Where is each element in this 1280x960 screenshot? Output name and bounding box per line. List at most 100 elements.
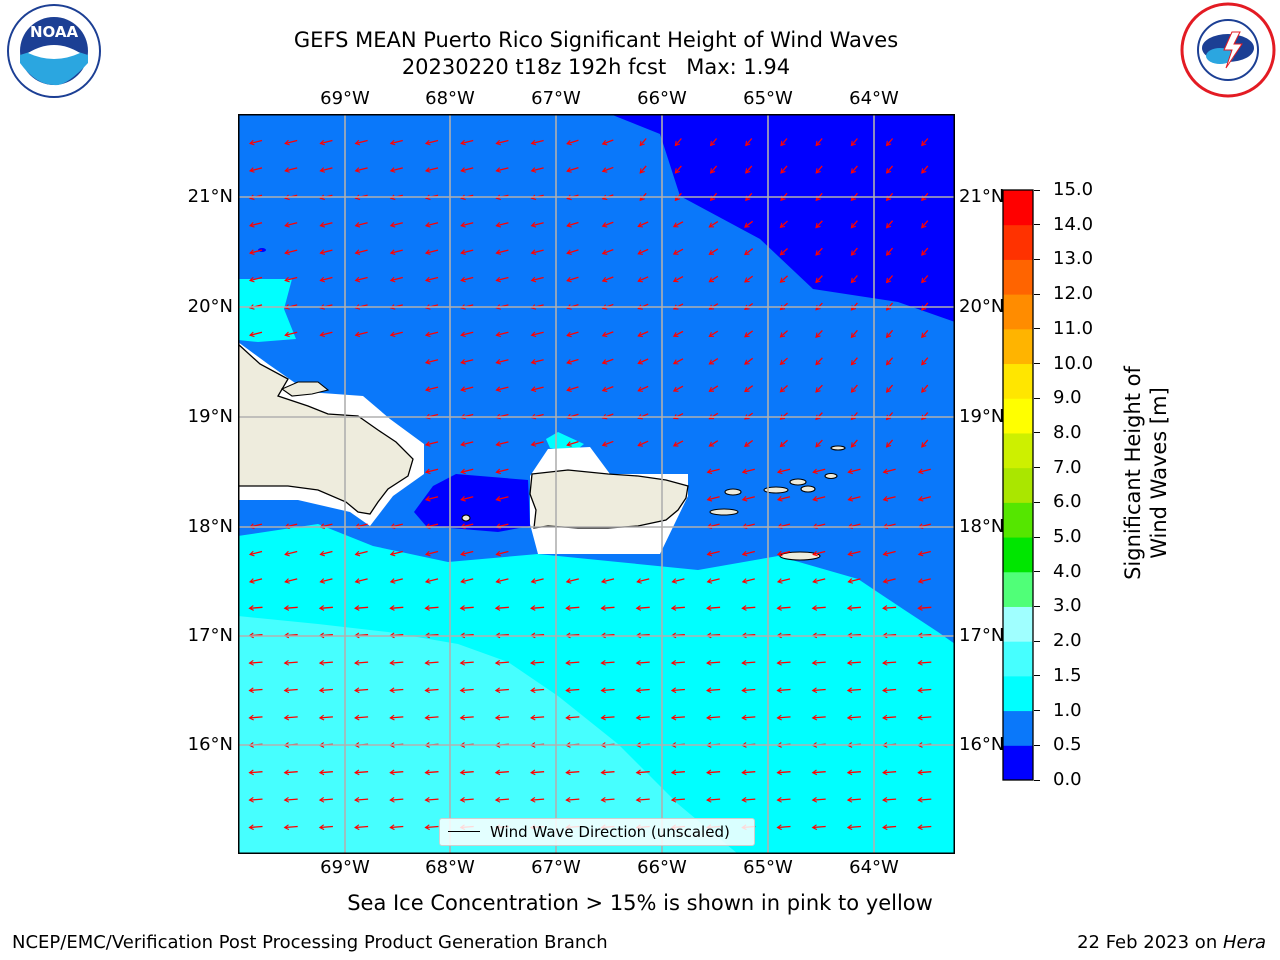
wave-arrow-head [354,139,361,146]
wave-arrow-head [248,222,255,228]
wave-arrow-head [248,687,254,694]
wave-arrow [249,222,263,227]
wave-arrow [742,688,756,692]
wave-arrow [425,222,439,227]
wave-arrow-head [921,442,927,448]
wave-arrow [461,167,474,172]
wave-arrow-head [637,304,643,310]
colorbar-tick-label: 1.0 [1053,699,1082,721]
ocean-band-1-5-2-0 [238,616,738,854]
map-plot [238,114,955,854]
wave-arrow [355,688,369,692]
wave-arrow [601,716,615,719]
wave-arrow-head [424,304,431,310]
small-islands [461,445,846,561]
wave-arrow-head [460,386,466,392]
wave-arrow [531,331,544,336]
wave-arrow-head [248,824,254,831]
wave-arrow-head [424,276,431,283]
wave-arrow-head [917,687,923,694]
wave-arrow-head [424,468,431,475]
wave-arrow [637,276,649,282]
wave-arrow-head [459,796,466,803]
lat-label-right-19n: 19°N [959,406,1005,427]
wave-arrow [777,496,791,501]
wave-arrow [531,359,544,364]
wave-arrow [566,386,579,391]
wave-arrow [815,439,823,448]
wave-arrow [780,439,788,448]
lon-label-bottom-68w: 68°W [425,857,475,878]
wave-arrow [742,771,756,774]
wave-arrow [850,247,858,256]
wave-arrow-head [495,167,502,173]
wave-arrow-head [635,796,642,803]
wave-arrow [390,139,403,145]
wave-arrow-head [706,796,712,803]
wave-arrow [744,385,754,393]
wave-arrow [602,386,614,392]
wave-arrow [883,468,896,473]
wave-arrow [744,275,754,283]
wave-arrow-head [530,769,536,776]
wave-arrow [847,798,861,801]
ocean-band-0-0-5-northeast [610,114,955,322]
wave-arrow [921,220,929,229]
wave-arrow [461,578,474,583]
wave-arrow-head [494,714,501,721]
wave-arrow-head [846,687,853,694]
wave-arrow [850,412,858,420]
wave-arrow-head [917,605,923,611]
wave-arrow-head [779,250,786,256]
wave-arrow [813,578,826,583]
wave-arrow-head [354,605,360,611]
wave-arrow-head [708,386,715,392]
wave-arrow-head [495,386,502,392]
wave-arrow-head [318,659,325,666]
wave-arrow-head [600,659,606,666]
wave-arrow-head [776,659,782,666]
wave-arrow [707,771,721,774]
wave-arrow [780,412,788,420]
wave-arrow-head [494,659,501,666]
wave-arrow-head [248,194,255,201]
wave-arrow [602,358,614,364]
wave-arrow [637,358,649,364]
wave-arrow-head [882,605,888,611]
wave-arrow-head [706,769,712,776]
wave-arrow [744,248,754,256]
wave-arrow [780,247,788,256]
wave-arrow-head [460,194,466,201]
wave-arrow [531,578,544,583]
wave-arrow-head [850,332,856,339]
wave-arrow [671,661,685,664]
wave-arrow-head [921,387,927,393]
wave-arrow-head [671,578,678,584]
wave-arrow-head [639,140,645,147]
wave-arrow-head [389,276,396,283]
wave-arrow [847,716,861,719]
colorbar-tick-label: 13.0 [1053,248,1094,270]
wave-arrow-head [850,387,856,393]
wave-arrow-head [744,332,750,338]
wave-arrow-head [706,550,713,557]
wave-arrow-head [284,331,290,338]
wave-arrow-head [530,605,536,611]
wave-arrow [531,276,544,282]
wave-arrow [673,358,684,365]
wave-arrow [709,385,719,392]
wave-arrow-head [284,167,290,173]
lon-label-top-66w: 66°W [637,88,687,109]
lon-label-top-64w: 64°W [849,88,899,109]
wave-arrow-head [284,222,290,228]
wave-arrow [495,771,509,774]
wave-arrow-head [354,194,361,201]
wave-arrow [355,578,368,583]
wave-arrow-head [741,796,747,803]
colorbar-segment [1003,259,1033,295]
wave-arrow [320,550,333,556]
wave-arrow [355,716,369,719]
colorbar-tick-mark [1034,224,1040,226]
wave-arrow [707,578,720,583]
wave-arrow [918,661,932,664]
